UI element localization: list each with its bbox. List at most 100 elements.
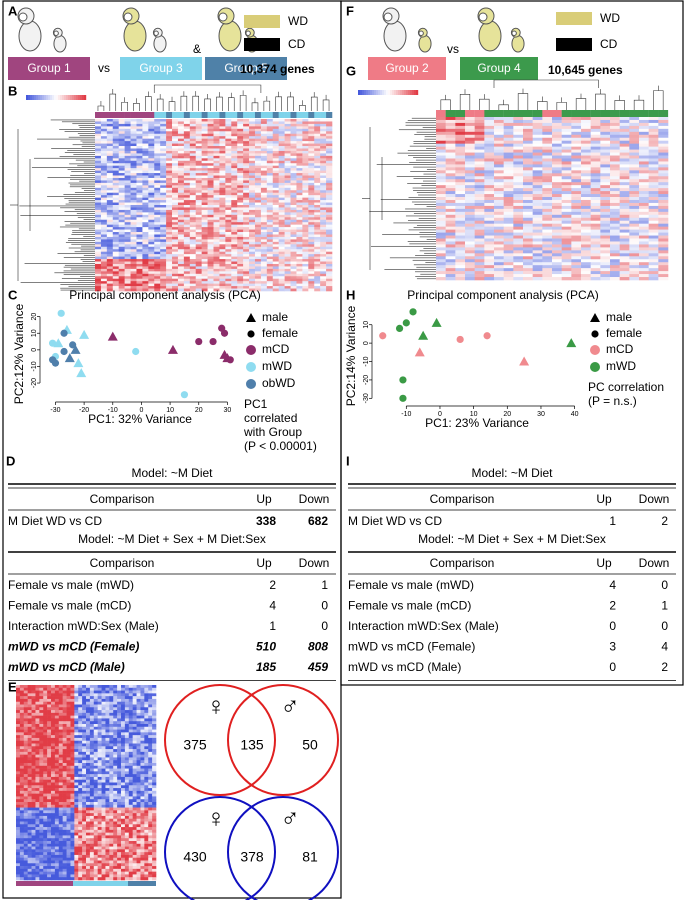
heat-cell xyxy=(189,158,197,162)
heat-cell xyxy=(266,212,274,216)
heat-cell xyxy=(302,244,309,248)
key-cell xyxy=(378,90,381,95)
col-dendrogram xyxy=(440,79,664,110)
heat-cell xyxy=(503,131,514,136)
heat-cell xyxy=(314,281,321,284)
heat-cell xyxy=(436,256,446,260)
heat-cell xyxy=(106,175,114,179)
heat-cell xyxy=(177,150,185,154)
heat-cell xyxy=(213,278,220,282)
heat-cell xyxy=(237,158,244,162)
heat-cell xyxy=(136,217,143,221)
heat-cell xyxy=(436,185,446,189)
heat-cell xyxy=(465,176,475,180)
heat-cell xyxy=(154,278,161,282)
heat-cell xyxy=(177,236,185,240)
heat-cell xyxy=(513,119,524,124)
heat-cell xyxy=(629,182,640,186)
heat-cell xyxy=(629,271,640,275)
heat-cell xyxy=(320,259,327,262)
heat-cell xyxy=(290,182,297,186)
heat-cell xyxy=(47,687,52,691)
heat-cell xyxy=(124,190,131,194)
heat-cell xyxy=(260,202,268,206)
heat-cell xyxy=(254,261,262,265)
heat-cell xyxy=(260,246,268,250)
heat-cell xyxy=(320,160,327,164)
heat-cell xyxy=(160,219,167,223)
heat-cell xyxy=(195,173,202,176)
heat-cell xyxy=(571,199,582,204)
heat-cell xyxy=(128,715,133,719)
heat-cell xyxy=(494,262,504,266)
heat-cell xyxy=(474,134,485,139)
heat-cell xyxy=(243,259,250,262)
heat-cell xyxy=(455,125,466,130)
heat-cell xyxy=(503,202,514,207)
heat-cell xyxy=(183,195,191,198)
heat-cell xyxy=(552,188,562,192)
heat-cell xyxy=(166,190,173,194)
heat-cell xyxy=(160,214,167,218)
heat-cell xyxy=(225,259,232,262)
heat-cell xyxy=(513,191,524,195)
heat-cell xyxy=(590,143,601,147)
heat-cell xyxy=(284,190,291,194)
heat-cell xyxy=(571,217,582,222)
heat-cell xyxy=(100,263,108,267)
heat-cell xyxy=(474,176,485,180)
heat-cell xyxy=(152,693,157,697)
heat-cell xyxy=(31,693,36,697)
heat-cell xyxy=(254,286,262,289)
heat-cell xyxy=(100,187,108,191)
heat-cell xyxy=(74,687,79,691)
heat-cell xyxy=(95,170,102,174)
monkey-icon xyxy=(382,7,407,52)
heat-cell xyxy=(183,249,191,252)
heat-cell xyxy=(610,155,620,159)
heat-cell xyxy=(571,256,582,260)
heat-cell xyxy=(249,222,256,225)
heat-cell xyxy=(260,197,268,201)
heat-cell xyxy=(308,160,315,164)
heat-cell xyxy=(86,701,91,705)
heat-cell xyxy=(658,117,669,121)
heat-cell xyxy=(308,119,315,122)
heat-cell xyxy=(260,182,268,186)
heat-cell xyxy=(35,732,40,736)
heat-cell xyxy=(124,718,130,722)
heat-cell xyxy=(201,217,208,221)
heat-cell xyxy=(542,271,553,275)
heat-cell xyxy=(43,710,48,714)
heat-cell xyxy=(118,286,125,289)
heat-cell xyxy=(532,125,543,130)
heat-cell xyxy=(148,724,153,728)
heat-cell xyxy=(484,259,495,263)
heat-cell xyxy=(320,150,327,154)
heat-cell xyxy=(249,232,256,235)
key-cell xyxy=(50,95,53,100)
heat-cell xyxy=(308,177,315,181)
heat-cell xyxy=(326,236,333,240)
heat-cell xyxy=(243,207,250,211)
heat-cell xyxy=(112,261,119,265)
heat-cell xyxy=(136,721,141,725)
heat-cell xyxy=(237,261,244,265)
heat-cell xyxy=(219,288,226,292)
heat-cell xyxy=(219,119,226,122)
heat-cell xyxy=(629,197,640,201)
heat-cell xyxy=(130,131,137,135)
heat-cell xyxy=(95,222,102,225)
heat-cell xyxy=(474,149,485,153)
heat-cell xyxy=(101,718,106,722)
heat-cell xyxy=(95,268,102,272)
heat-cell xyxy=(590,214,601,219)
heat-cell xyxy=(177,288,185,292)
heat-cell xyxy=(219,222,226,225)
heat-cell xyxy=(314,227,321,230)
heat-cell xyxy=(142,126,149,130)
heat-cell xyxy=(105,710,110,714)
heat-cell xyxy=(189,266,197,270)
heat-cell xyxy=(619,250,630,254)
heat-cell xyxy=(484,256,495,260)
